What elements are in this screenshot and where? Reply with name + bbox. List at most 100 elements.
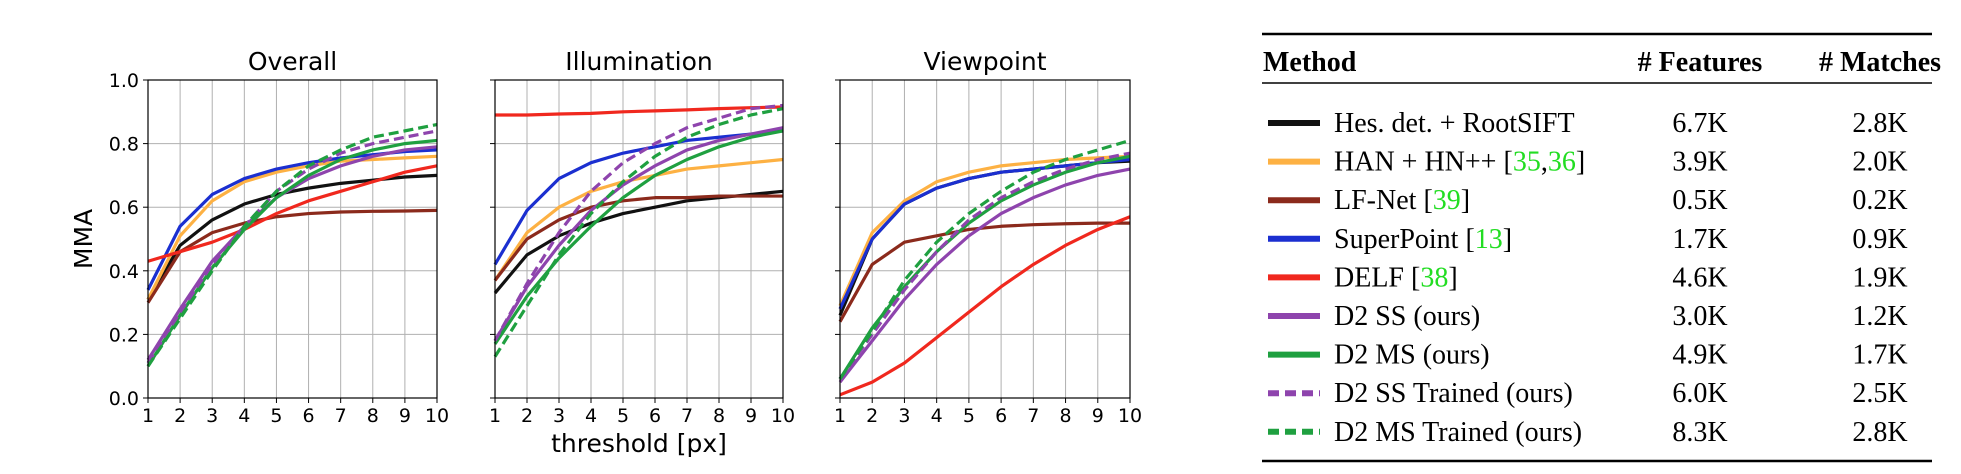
method-cell: DELF [38] [1334,262,1458,293]
matches-cell: 2.0K [1852,147,1907,178]
x-axis-label: threshold [px] [551,429,727,458]
series-line [838,221,1130,323]
matches-cell: 2.5K [1852,378,1907,409]
matches-cell: 2.8K [1852,108,1907,139]
subplot: Illumination 1 2 3 4 5 6 7 8 9 10 threshold [px] [489,47,795,458]
y-tick-label: 0.8 [109,134,139,156]
features-cell: 3.9K [1672,147,1727,178]
x-tick-label: 6 [995,405,1007,427]
x-tick-label: 9 [399,405,411,427]
x-tick-label: 2 [866,405,878,427]
features-cell: 3.0K [1672,301,1727,332]
series-line [839,215,1131,397]
x-tick-label: 10 [425,405,449,427]
x-tick-label: 8 [367,405,379,427]
bracket: ] [1576,147,1585,178]
series-line [146,154,438,301]
method-name: SuperPoint [1334,224,1459,255]
series-line [838,167,1131,384]
series-line [147,164,438,263]
method-cell: D2 MS Trained (ours) [1334,417,1582,448]
method-cell: Hes. det. + RootSIFT [1334,108,1575,139]
series-line [146,208,438,304]
axes-frame [839,79,1131,399]
method-name: D2 MS (ours) [1334,340,1490,371]
series-line [493,157,784,282]
bracket: ] [1503,224,1512,255]
matches-cell: 1.2K [1852,301,1907,332]
x-tick-label: 5 [617,405,629,427]
bracket: [ [1458,224,1474,255]
x-tick-label: 10 [771,405,795,427]
series-line [146,148,438,291]
bracket: [ [1416,185,1432,216]
citation: 39 [1433,185,1461,216]
subplot: Overall 0.0 0.2 0.4 0.6 0.8 1.0 1 2 3 4 5 6 7 8 9 10 MMA [69,47,449,427]
series-line [838,151,1131,380]
method-name: LF-Net [1334,185,1417,216]
y-tick-label: 0.6 [109,197,139,219]
features-cell: 6.7K [1672,108,1727,139]
x-tick-label: 4 [238,405,250,427]
series-line [495,105,784,117]
x-tick-label: 3 [898,405,910,427]
method-name: DELF [1334,262,1404,293]
axes-frame [147,79,438,399]
x-tick-label: 2 [174,405,186,427]
x-tick-label: 7 [335,405,347,427]
series-line [838,154,1131,307]
series-line [493,126,784,342]
comma: , [1541,147,1548,178]
y-tick-label: 0.0 [109,388,139,410]
x-tick-label: 8 [1060,405,1072,427]
y-tick-label: 0.2 [109,324,139,346]
method-cell: D2 SS (ours) [1334,301,1480,332]
x-tick-label: 5 [270,405,282,427]
method-name: D2 SS Trained (ours) [1334,378,1573,409]
x-tick-label: 4 [931,405,943,427]
x-tick-label: 5 [963,405,975,427]
features-cell: 8.3K [1672,417,1727,448]
features-cell: 0.5K [1672,185,1727,216]
features-cell: 1.7K [1672,224,1727,255]
series-line [838,138,1131,380]
features-cell: 4.9K [1672,340,1727,371]
series-line [146,129,438,364]
method-cell: LF-Net [39] [1334,185,1470,216]
x-tick-label: 9 [745,405,757,427]
y-axis-label: MMA [69,209,98,269]
subplot-title: Illumination [565,47,712,76]
series-line [146,173,438,301]
matches-cell: 0.9K [1852,224,1907,255]
series-line [493,103,784,342]
citation: 35 [1513,147,1541,178]
citation: 13 [1475,224,1503,255]
y-tick-label: 1.0 [109,70,139,92]
bracket: ] [1448,262,1457,293]
series-line [493,189,784,295]
x-tick-label: 6 [303,405,315,427]
citation: 36 [1548,147,1576,178]
x-tick-label: 3 [553,405,565,427]
series-line [146,138,438,368]
subplot-title: Overall [248,47,337,76]
x-tick-label: 7 [1027,405,1039,427]
citation: 38 [1420,262,1448,293]
axes-frame [494,79,784,399]
method-name: D2 SS (ours) [1334,301,1480,332]
matches-cell: 1.7K [1852,340,1907,371]
series-line [146,122,438,368]
series-line [838,159,1131,316]
x-tick-label: 1 [142,405,154,427]
table-header: # Features [1638,47,1763,78]
table-header: # Matches [1819,47,1941,78]
matches-cell: 2.8K [1852,417,1907,448]
series-line [493,107,784,358]
series-line [493,129,784,345]
matches-cell: 1.9K [1852,262,1907,293]
bracket: [ [1404,262,1420,293]
table: Method # Features # Matches Hes. det. + Roo… [1262,32,1941,463]
method-cell: D2 MS (ours) [1334,340,1490,371]
